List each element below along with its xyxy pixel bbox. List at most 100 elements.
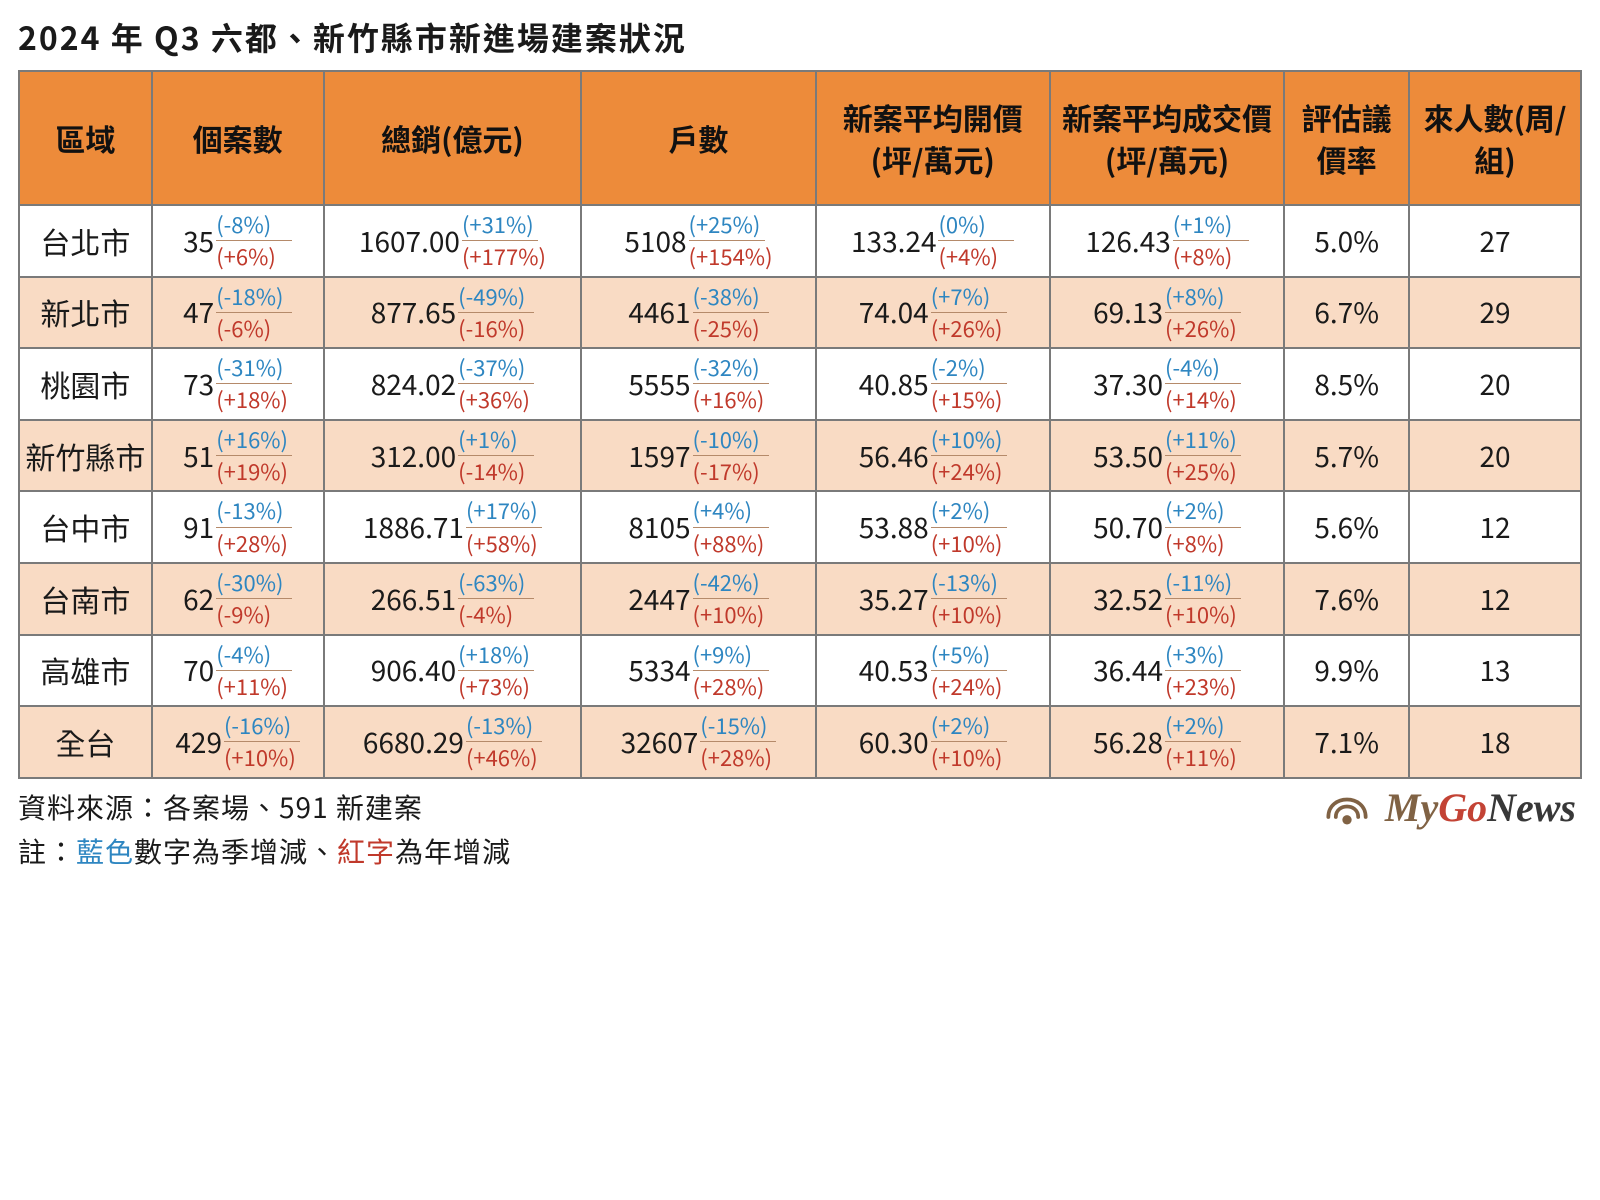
delta-group: (+8%)(+26%) <box>1165 284 1241 342</box>
delta-group: (-13%)(+10%) <box>931 570 1007 628</box>
region-cell: 台中市 <box>19 491 152 563</box>
delta-group: (-18%)(-6%) <box>216 284 292 342</box>
value: 266.51 <box>371 579 456 619</box>
value: 4461 <box>628 292 690 332</box>
delta-group: (+11%)(+25%) <box>1165 427 1241 485</box>
year-delta: (+24%) <box>931 459 1003 484</box>
table-row: 台南市62(-30%)(-9%)266.51(-63%)(-4%)2447(-4… <box>19 563 1581 635</box>
delta-group: (+3%)(+23%) <box>1165 642 1241 700</box>
value: 36.44 <box>1093 650 1163 690</box>
value: 5108 <box>624 221 686 261</box>
year-delta: (+8%) <box>1173 244 1233 269</box>
delta-group: (+25%)(+154%) <box>689 212 773 270</box>
quarter-delta: (-38%) <box>693 284 760 309</box>
delta-group: (+16%)(+19%) <box>216 427 292 485</box>
logo-go: Go <box>1438 785 1487 830</box>
data-cell: 8105(+4%)(+88%) <box>581 491 815 563</box>
projects-table: 區域個案數總銷(億元)戶數新案平均開價(坪/萬元)新案平均成交價(坪/萬元)評估… <box>18 70 1582 779</box>
year-delta: (+11%) <box>216 674 288 699</box>
value: 824.02 <box>371 364 456 404</box>
bargain-cell: 8.5% <box>1284 348 1409 420</box>
quarter-delta: (+8%) <box>1165 284 1225 309</box>
delta-group: (+31%)(+177%) <box>462 212 546 270</box>
bargain-cell: 5.0% <box>1284 205 1409 277</box>
delta-group: (+10%) (+24%) <box>931 427 1007 485</box>
year-delta: (+24%) <box>931 674 1003 699</box>
quarter-delta: (-16%) <box>224 713 291 738</box>
quarter-delta: (+1%) <box>1173 212 1233 237</box>
table-row: 高雄市70(-4%)(+11%)906.40(+18%)(+73%)5334(+… <box>19 635 1581 707</box>
data-cell: 69.13(+8%)(+26%) <box>1050 277 1284 349</box>
quarter-delta: (+11%) <box>1165 427 1237 452</box>
delta-group: (-4%)(+14%) <box>1165 355 1241 413</box>
column-header: 個案數 <box>152 71 324 205</box>
data-cell: 5334(+9%)(+28%) <box>581 635 815 707</box>
quarter-delta: (-4%) <box>216 642 271 667</box>
value: 69.13 <box>1093 292 1163 332</box>
value: 47 <box>183 292 214 332</box>
value: 91 <box>183 507 214 547</box>
data-cell: 53.50(+11%)(+25%) <box>1050 420 1284 492</box>
note-blue: 藍色 <box>76 831 134 871</box>
year-delta: (-25%) <box>693 316 760 341</box>
data-cell: 53.88(+2%)(+10%) <box>816 491 1050 563</box>
table-row: 新竹縣市51(+16%)(+19%)312.00(+1%)(-14%)1597(… <box>19 420 1581 492</box>
year-delta: (+4%) <box>938 244 998 269</box>
region-cell: 台北市 <box>19 205 152 277</box>
delta-group: (+9%)(+28%) <box>693 642 769 700</box>
delta-group: (+5%)(+24%) <box>931 642 1007 700</box>
value: 60.30 <box>859 722 929 762</box>
year-delta: (+6%) <box>216 244 276 269</box>
data-cell: 35(-8%)(+6%) <box>152 205 324 277</box>
quarter-delta: (-42%) <box>693 570 760 595</box>
year-delta: (-4%) <box>458 602 513 627</box>
table-row: 桃園市73(-31%)(+18%)824.02(-37%)(+36%)5555(… <box>19 348 1581 420</box>
data-cell: 824.02(-37%)(+36%) <box>324 348 582 420</box>
delta-group: (-10%)(-17%) <box>693 427 769 485</box>
region-cell: 全台 <box>19 706 152 778</box>
data-cell: 37.30(-4%)(+14%) <box>1050 348 1284 420</box>
value: 62 <box>183 579 214 619</box>
delta-group: (-30%)(-9%) <box>216 570 292 628</box>
year-delta: (+10%) <box>1165 602 1237 627</box>
quarter-delta: (-11%) <box>1165 570 1232 595</box>
delta-group: (-31%)(+18%) <box>216 355 292 413</box>
value: 1597 <box>628 436 690 476</box>
data-cell: 4461(-38%) (-25%) <box>581 277 815 349</box>
bargain-cell: 6.7% <box>1284 277 1409 349</box>
value: 40.85 <box>859 364 929 404</box>
year-delta: (-14%) <box>458 459 525 484</box>
data-cell: 91(-13%)(+28%) <box>152 491 324 563</box>
quarter-delta: (-49%) <box>458 284 525 309</box>
page-title: 2024 年 Q3 六都、新竹縣市新進場建案狀況 <box>18 14 1582 60</box>
data-cell: 47(-18%)(-6%) <box>152 277 324 349</box>
quarter-delta: (+10%) <box>931 427 1003 452</box>
column-header: 區域 <box>19 71 152 205</box>
year-delta: (+8%) <box>1165 531 1225 556</box>
value: 53.50 <box>1093 436 1163 476</box>
data-cell: 40.53(+5%)(+24%) <box>816 635 1050 707</box>
data-cell: 126.43(+1%)(+8%) <box>1050 205 1284 277</box>
value: 32.52 <box>1093 579 1163 619</box>
data-cell: 1597(-10%)(-17%) <box>581 420 815 492</box>
quarter-delta: (-8%) <box>216 212 271 237</box>
data-cell: 877.65(-49%)(-16%) <box>324 277 582 349</box>
data-cell: 62(-30%)(-9%) <box>152 563 324 635</box>
quarter-delta: (-63%) <box>458 570 525 595</box>
note-red: 紅字 <box>337 831 395 871</box>
table-row: 台中市91(-13%)(+28%)1886.71(+17%)(+58%)8105… <box>19 491 1581 563</box>
year-delta: (+23%) <box>1165 674 1237 699</box>
column-header: 總銷(億元) <box>324 71 582 205</box>
year-delta: (+46%) <box>466 745 538 770</box>
quarter-delta: (+31%) <box>462 212 534 237</box>
quarter-delta: (+7%) <box>931 284 991 309</box>
year-delta: (+28%) <box>216 531 288 556</box>
quarter-delta: (+18%) <box>458 642 530 667</box>
quarter-delta: (-13%) <box>931 570 998 595</box>
mygonews-logo: MyGoNews <box>1319 775 1576 831</box>
value: 312.00 <box>371 436 456 476</box>
year-delta: (+36%) <box>458 387 530 412</box>
quarter-delta: (+9%) <box>693 642 753 667</box>
data-cell: 40.85(-2%)(+15%) <box>816 348 1050 420</box>
bargain-cell: 9.9% <box>1284 635 1409 707</box>
